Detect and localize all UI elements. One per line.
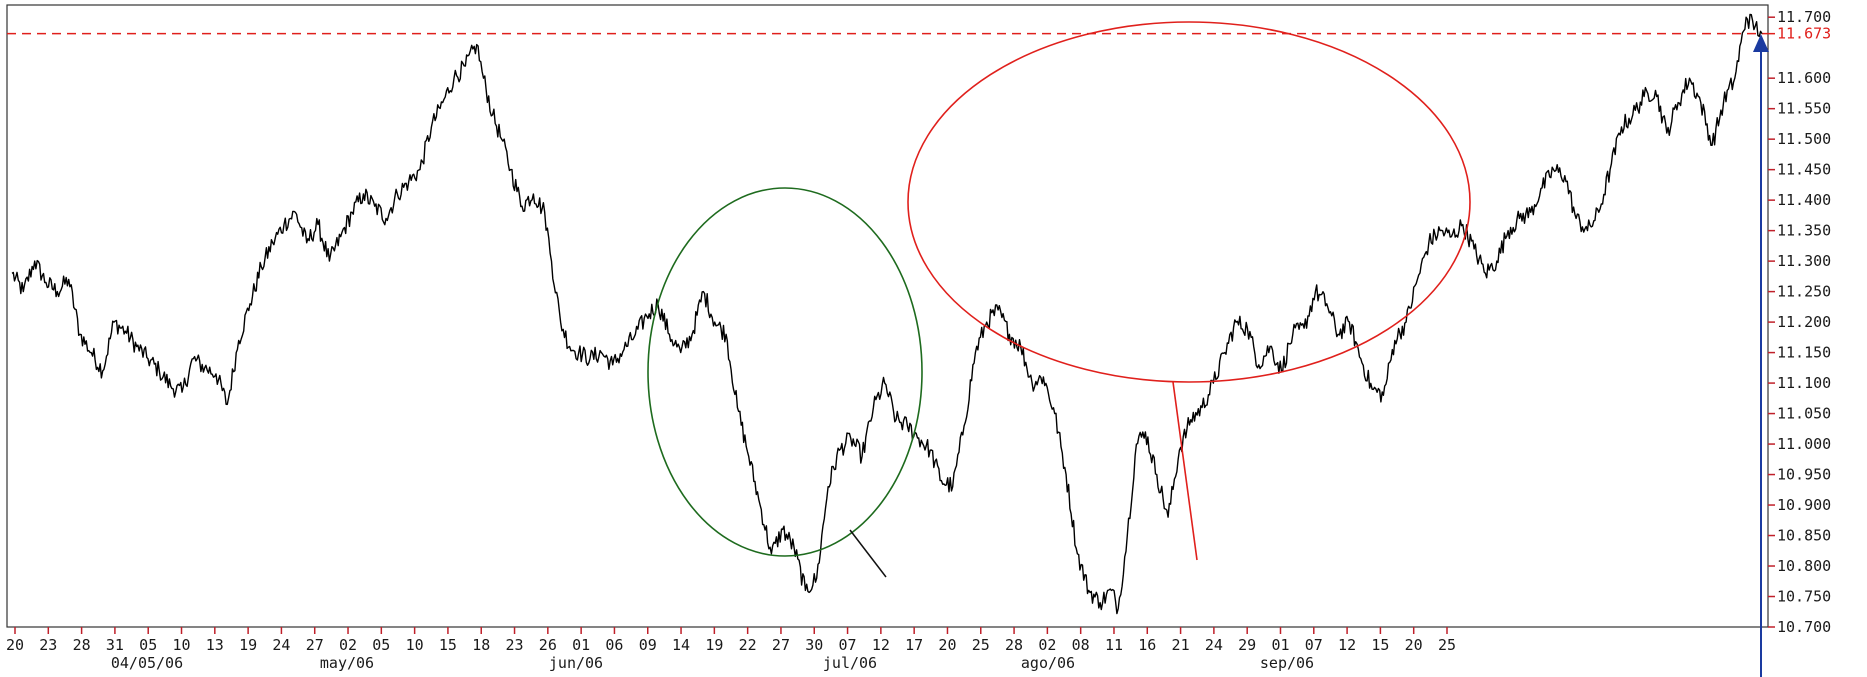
x-tick-label: 12 bbox=[1338, 636, 1356, 654]
x-month-label: sep/06 bbox=[1260, 654, 1314, 672]
x-tick-label: 13 bbox=[206, 636, 224, 654]
y-tick-label: 11.000 bbox=[1777, 435, 1831, 453]
x-tick-label: 15 bbox=[1371, 636, 1389, 654]
y-tick-label: 11.200 bbox=[1777, 313, 1831, 331]
green-ellipse-pointer bbox=[849, 529, 887, 578]
x-tick-label: 07 bbox=[839, 636, 857, 654]
x-tick-label: 30 bbox=[805, 636, 823, 654]
x-tick-label: 18 bbox=[472, 636, 490, 654]
y-tick-label: 11.550 bbox=[1777, 100, 1831, 118]
x-tick-label: 02 bbox=[339, 636, 357, 654]
x-axis: 20 23 28 31 05 10 13 19 24 27 02 05 10 15 18 23 26 01 06 09… bbox=[6, 627, 1456, 672]
y-tick-label: 11.100 bbox=[1777, 374, 1831, 392]
x-tick-label: 28 bbox=[73, 636, 91, 654]
x-month-label: jun/06 bbox=[549, 654, 603, 672]
x-tick-label: 19 bbox=[705, 636, 723, 654]
y-tick-label: 11.700 bbox=[1777, 8, 1831, 26]
plot-frame bbox=[6, 4, 1769, 628]
y-tick-label: 11.350 bbox=[1777, 222, 1831, 240]
x-month-label: 04/05/06 bbox=[111, 654, 183, 672]
x-tick-label: 23 bbox=[39, 636, 57, 654]
x-tick-label: 15 bbox=[439, 636, 457, 654]
y-tick-label: 11.250 bbox=[1777, 283, 1831, 301]
y-tick-label: 10.900 bbox=[1777, 496, 1831, 514]
x-tick-label: 11 bbox=[1105, 636, 1123, 654]
x-tick-label: 01 bbox=[1271, 636, 1289, 654]
x-tick-label: 02 bbox=[1038, 636, 1056, 654]
x-tick-label: 22 bbox=[739, 636, 757, 654]
x-tick-label: 20 bbox=[938, 636, 956, 654]
x-tick-label: 28 bbox=[1005, 636, 1023, 654]
x-tick-label: 19 bbox=[239, 636, 257, 654]
y-tick-label: 11.050 bbox=[1777, 405, 1831, 423]
x-tick-label: 16 bbox=[1138, 636, 1156, 654]
x-month-label: may/06 bbox=[320, 654, 374, 672]
reference-value-label: 11.673 bbox=[1777, 25, 1831, 43]
y-tick-label: 11.600 bbox=[1777, 69, 1831, 87]
x-tick-label: 31 bbox=[106, 636, 124, 654]
y-tick-label: 10.950 bbox=[1777, 466, 1831, 484]
x-month-label: ago/06 bbox=[1021, 654, 1075, 672]
x-tick-label: 29 bbox=[1238, 636, 1256, 654]
x-tick-label: 06 bbox=[605, 636, 623, 654]
x-tick-label: 20 bbox=[6, 636, 24, 654]
x-tick-label: 10 bbox=[172, 636, 190, 654]
x-tick-label: 10 bbox=[406, 636, 424, 654]
x-tick-label: 23 bbox=[506, 636, 524, 654]
x-tick-label: 17 bbox=[905, 636, 923, 654]
series-line-0 bbox=[11, 13, 1763, 615]
y-tick-label: 10.700 bbox=[1777, 618, 1831, 636]
green-ellipse-annotation bbox=[647, 187, 923, 557]
y-tick-label: 10.850 bbox=[1777, 527, 1831, 545]
y-tick-label: 11.400 bbox=[1777, 191, 1831, 209]
x-tick-label: 25 bbox=[972, 636, 990, 654]
y-tick-label: 10.750 bbox=[1777, 588, 1831, 606]
x-tick-label: 01 bbox=[572, 636, 590, 654]
x-tick-label: 14 bbox=[672, 636, 690, 654]
x-tick-label: 07 bbox=[1305, 636, 1323, 654]
y-tick-label: 11.300 bbox=[1777, 252, 1831, 270]
x-tick-label: 27 bbox=[306, 636, 324, 654]
x-tick-label: 05 bbox=[372, 636, 390, 654]
plot-area bbox=[6, 4, 1769, 628]
x-tick-label: 12 bbox=[872, 636, 890, 654]
y-tick-label: 11.450 bbox=[1777, 161, 1831, 179]
x-tick-label: 25 bbox=[1438, 636, 1456, 654]
y-axis: 11.700 11.600 11.550 11.500 11.450 11.400 11.3… bbox=[1768, 8, 1831, 636]
y-tick-label: 11.150 bbox=[1777, 344, 1831, 362]
annotations bbox=[647, 21, 1769, 677]
y-tick-label: 11.500 bbox=[1777, 130, 1831, 148]
x-tick-label: 09 bbox=[639, 636, 657, 654]
red-ellipse-annotation bbox=[907, 21, 1471, 383]
x-tick-label: 21 bbox=[1172, 636, 1190, 654]
x-tick-label: 24 bbox=[1205, 636, 1223, 654]
y-tick-label: 10.800 bbox=[1777, 557, 1831, 575]
x-month-label: jul/06 bbox=[823, 654, 877, 672]
x-tick-label: 05 bbox=[139, 636, 157, 654]
x-tick-label: 26 bbox=[539, 636, 557, 654]
red-ellipse-pointer bbox=[1172, 381, 1198, 561]
x-tick-label: 08 bbox=[1072, 636, 1090, 654]
x-tick-label: 20 bbox=[1405, 636, 1423, 654]
x-tick-label: 27 bbox=[772, 636, 790, 654]
x-tick-label: 24 bbox=[272, 636, 290, 654]
up-arrow-icon bbox=[1753, 34, 1769, 52]
